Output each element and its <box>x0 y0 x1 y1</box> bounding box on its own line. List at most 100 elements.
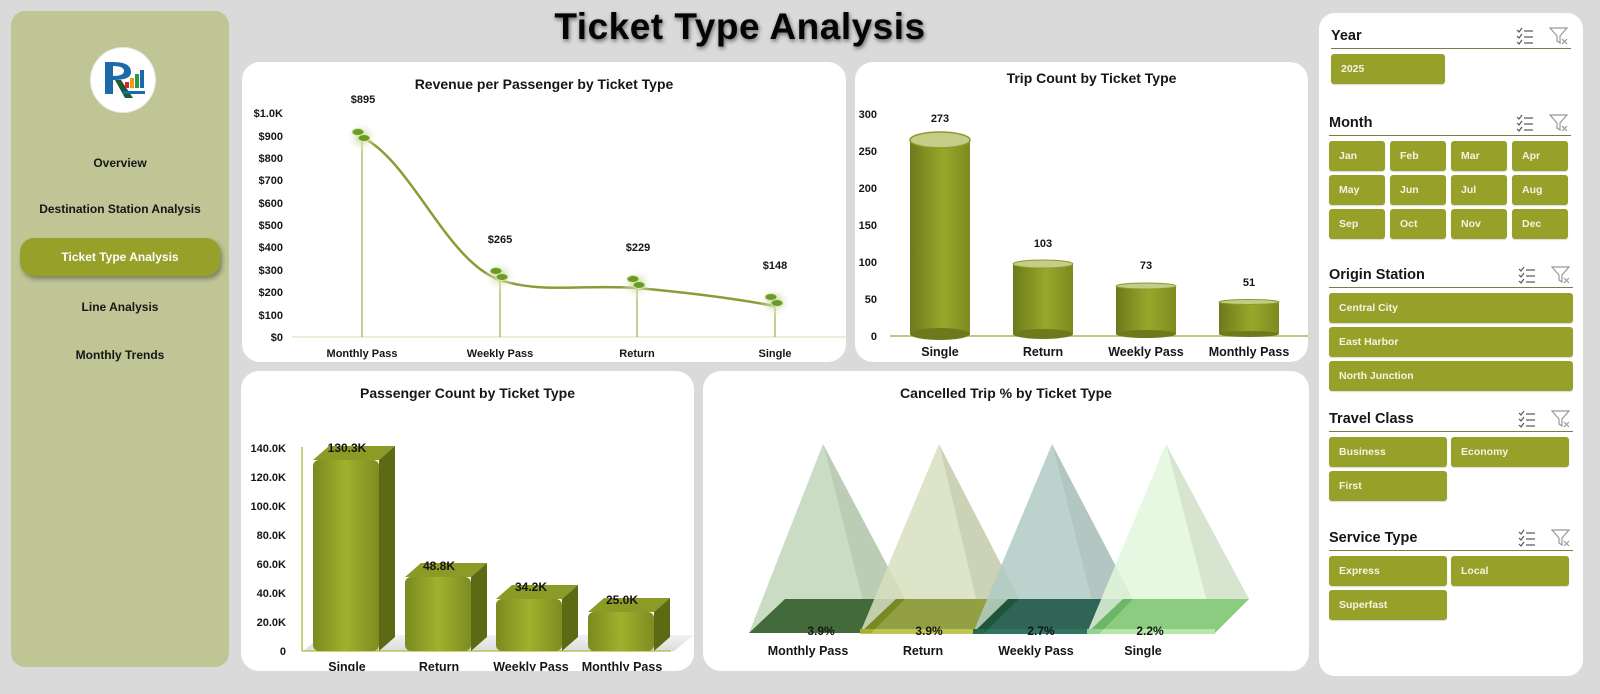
svg-text:Single: Single <box>328 660 366 671</box>
month-option-jan[interactable]: Jan <box>1329 141 1385 171</box>
svg-text:120.0K: 120.0K <box>251 472 287 484</box>
sidebar: Overview Destination Station Analysis Ti… <box>11 11 229 667</box>
slicer-service-type: Service Type Express Local Superfast <box>1329 525 1573 620</box>
slicer-travel-class: Travel Class Business Economy First <box>1329 406 1573 501</box>
clear-filter-icon[interactable] <box>1548 26 1569 45</box>
slicer-title: Service Type <box>1329 529 1418 546</box>
slicer-title: Month <box>1329 114 1373 131</box>
svg-text:200: 200 <box>859 183 877 195</box>
svg-text:51: 51 <box>1243 277 1255 289</box>
origin-option-east-harbor[interactable]: East Harbor <box>1329 327 1573 357</box>
pyramid-single <box>1087 444 1249 634</box>
svg-text:100.0K: 100.0K <box>251 501 287 513</box>
svg-text:$600: $600 <box>259 198 283 210</box>
svg-text:$900: $900 <box>259 131 283 143</box>
nav-line-analysis[interactable]: Line Analysis <box>81 300 159 314</box>
svg-text:3.9%: 3.9% <box>807 624 835 638</box>
slicer-month: Month Jan Feb Mar Apr May Jun Jul Aug Se… <box>1329 110 1571 239</box>
svg-text:60.0K: 60.0K <box>257 559 286 571</box>
month-option-apr[interactable]: Apr <box>1512 141 1568 171</box>
svg-text:2.7%: 2.7% <box>1027 624 1055 638</box>
month-option-jun[interactable]: Jun <box>1390 175 1446 205</box>
clear-filter-icon[interactable] <box>1548 113 1569 132</box>
month-option-may[interactable]: May <box>1329 175 1385 205</box>
month-option-dec[interactable]: Dec <box>1512 209 1568 239</box>
multi-select-icon[interactable] <box>1517 266 1537 284</box>
svg-text:3.9%: 3.9% <box>915 624 943 638</box>
clear-filter-icon[interactable] <box>1550 528 1571 547</box>
nav-overview[interactable]: Overview <box>93 156 147 170</box>
svg-text:100: 100 <box>859 257 877 269</box>
revenue-line-plot: $0 $100 $200 $300 $400 $500 $600 $700 $8… <box>254 94 846 360</box>
svg-text:Return: Return <box>903 644 943 658</box>
svg-text:$100: $100 <box>259 310 283 322</box>
service-option-superfast[interactable]: Superfast <box>1329 590 1447 620</box>
svg-text:20.0K: 20.0K <box>257 617 286 629</box>
svg-text:73: 73 <box>1140 260 1152 272</box>
chart-title: Trip Count by Ticket Type <box>1006 70 1177 86</box>
svg-text:Monthly Pass: Monthly Pass <box>1209 345 1290 359</box>
cancelled-pyramid-plot: 3.9% 3.9% 2.7% 2.2% Monthly Pass Return … <box>749 444 1249 658</box>
svg-text:$0: $0 <box>271 332 283 344</box>
y-axis: $0 $100 $200 $300 $400 $500 $600 $700 $8… <box>254 108 283 344</box>
cancelled-trip-chart: Cancelled Trip % by Ticket Type <box>703 371 1309 671</box>
nav-destination-station-analysis[interactable]: Destination Station Analysis <box>39 202 201 216</box>
multi-select-icon[interactable] <box>1515 114 1535 132</box>
svg-text:2.2%: 2.2% <box>1136 624 1164 638</box>
svg-text:25.0K: 25.0K <box>606 593 638 607</box>
month-option-feb[interactable]: Feb <box>1390 141 1446 171</box>
trip-count-chart: Trip Count by Ticket Type 0 50 100 150 2… <box>855 62 1308 362</box>
svg-text:$895: $895 <box>351 94 375 106</box>
slicer-year: Year 2025 <box>1331 23 1571 84</box>
clear-filter-icon[interactable] <box>1550 409 1571 428</box>
bar-return <box>405 563 487 651</box>
bar-weekly-pass <box>496 585 578 651</box>
svg-text:Monthly Pass: Monthly Pass <box>768 644 849 658</box>
month-option-mar[interactable]: Mar <box>1451 141 1507 171</box>
bar-single <box>909 131 971 340</box>
svg-text:103: 103 <box>1034 238 1052 250</box>
svg-text:50: 50 <box>865 294 877 306</box>
page-title: Ticket Type Analysis <box>554 6 926 47</box>
class-option-business[interactable]: Business <box>1329 437 1447 467</box>
month-option-jul[interactable]: Jul <box>1451 175 1507 205</box>
slicer-title: Travel Class <box>1329 410 1414 427</box>
svg-text:34.2K: 34.2K <box>515 580 547 594</box>
service-option-local[interactable]: Local <box>1451 556 1569 586</box>
multi-select-icon[interactable] <box>1517 410 1537 428</box>
month-option-nov[interactable]: Nov <box>1451 209 1507 239</box>
month-option-sep[interactable]: Sep <box>1329 209 1385 239</box>
svg-text:Single: Single <box>758 348 791 360</box>
svg-text:$148: $148 <box>763 260 787 272</box>
clear-filter-icon[interactable] <box>1550 265 1571 284</box>
class-option-first[interactable]: First <box>1329 471 1447 501</box>
month-option-aug[interactable]: Aug <box>1512 175 1568 205</box>
coins-icon <box>759 286 791 318</box>
svg-text:$800: $800 <box>259 153 283 165</box>
svg-text:$700: $700 <box>259 175 283 187</box>
svg-text:Monthly Pass: Monthly Pass <box>582 660 663 671</box>
svg-text:80.0K: 80.0K <box>257 530 286 542</box>
svg-text:$229: $229 <box>626 242 650 254</box>
origin-option-north-junction[interactable]: North Junction <box>1329 361 1573 391</box>
month-option-oct[interactable]: Oct <box>1390 209 1446 239</box>
svg-text:150: 150 <box>859 220 877 232</box>
svg-text:$400: $400 <box>259 242 283 254</box>
rk-logo-icon <box>91 48 155 112</box>
multi-select-icon[interactable] <box>1517 529 1537 547</box>
svg-text:Weekly Pass: Weekly Pass <box>998 644 1074 658</box>
bar-single <box>313 446 395 651</box>
year-option-2025[interactable]: 2025 <box>1331 54 1445 84</box>
origin-option-central-city[interactable]: Central City <box>1329 293 1573 323</box>
svg-text:$200: $200 <box>259 287 283 299</box>
chart-title: Revenue per Passenger by Ticket Type <box>414 76 674 92</box>
class-option-economy[interactable]: Economy <box>1451 437 1569 467</box>
revenue-per-passenger-chart: Revenue per Passenger by Ticket Type $0 … <box>242 62 846 362</box>
slicer-origin-station: Origin Station Central City East Harbor … <box>1329 262 1573 391</box>
multi-select-icon[interactable] <box>1515 27 1535 45</box>
svg-text:$300: $300 <box>259 265 283 277</box>
svg-text:Return: Return <box>1023 345 1063 359</box>
nav-ticket-type-analysis[interactable]: Ticket Type Analysis <box>20 238 220 276</box>
service-option-express[interactable]: Express <box>1329 556 1447 586</box>
nav-monthly-trends[interactable]: Monthly Trends <box>75 348 165 362</box>
